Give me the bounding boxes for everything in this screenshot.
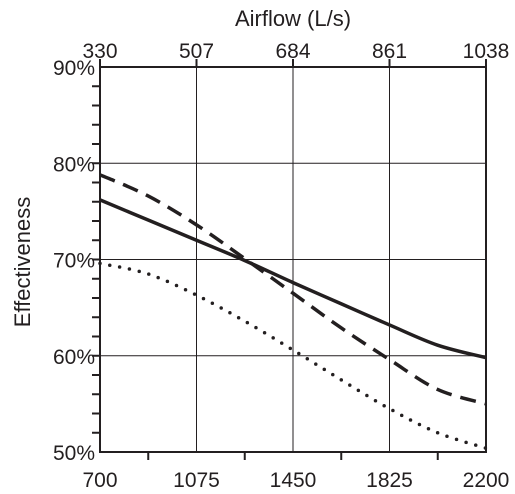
x-tick-label: 2200 bbox=[463, 469, 510, 492]
series-line-solid bbox=[99, 198, 487, 360]
y-axis-title: Effectiveness bbox=[10, 197, 35, 327]
y-tick-label: 80% bbox=[53, 153, 95, 176]
y-tick-label: 60% bbox=[53, 346, 95, 369]
x-tick-label: 1450 bbox=[270, 469, 317, 492]
grid-lines bbox=[100, 67, 486, 452]
x2-tick-label: 507 bbox=[179, 40, 214, 63]
y-tick-label: 50% bbox=[53, 442, 95, 465]
series-line-dashed bbox=[99, 173, 487, 406]
x-tick-label: 1825 bbox=[366, 469, 413, 492]
x2-tick-label: 1038 bbox=[463, 40, 510, 63]
x2-tick-label: 684 bbox=[275, 40, 310, 63]
axis-ticks bbox=[92, 59, 487, 460]
y-tick-label: 70% bbox=[53, 250, 95, 273]
x2-tick-label: 861 bbox=[372, 40, 407, 63]
x-tick-label: 1075 bbox=[173, 469, 220, 492]
top-axis-title: Airflow (L/s) bbox=[235, 6, 351, 31]
series-lines bbox=[98, 173, 488, 450]
y-tick-label: 90% bbox=[53, 57, 95, 80]
tick-labels: 700 330 1075 507 1450 684 1825 861 2200 1038 50% 60… bbox=[53, 40, 509, 492]
x-tick-label: 700 bbox=[82, 469, 117, 492]
x2-tick-label: 330 bbox=[82, 40, 117, 63]
